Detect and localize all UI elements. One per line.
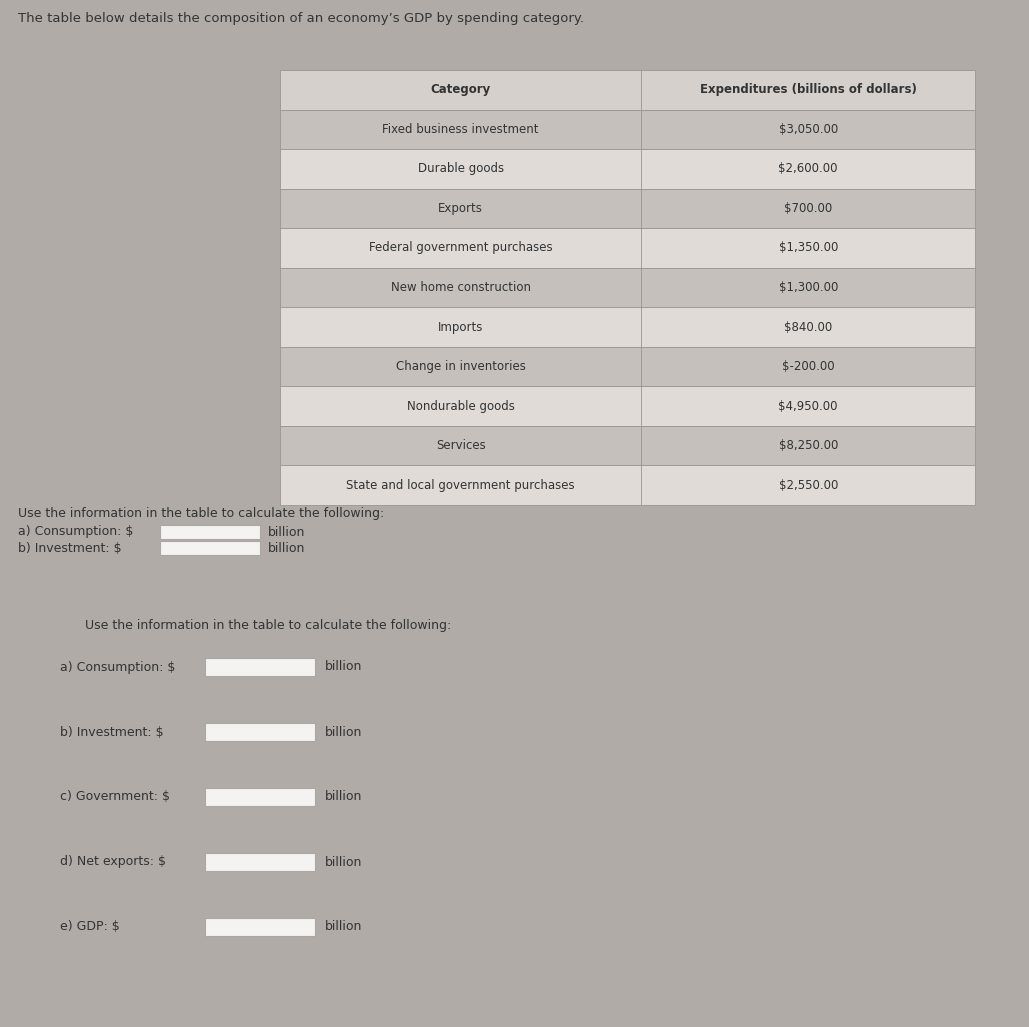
- Bar: [280, 268, 975, 307]
- Text: d) Net exports: $: d) Net exports: $: [60, 855, 166, 869]
- Bar: [205, 788, 315, 806]
- Text: billion: billion: [325, 855, 362, 869]
- Text: $2,550.00: $2,550.00: [779, 479, 838, 492]
- Text: $1,350.00: $1,350.00: [779, 241, 838, 255]
- Text: billion: billion: [268, 526, 306, 538]
- Text: Federal government purchases: Federal government purchases: [368, 241, 553, 255]
- Text: Use the information in the table to calculate the following:: Use the information in the table to calc…: [17, 507, 384, 521]
- Bar: [280, 307, 975, 347]
- Bar: [280, 110, 975, 149]
- Text: b) Investment: $: b) Investment: $: [17, 541, 121, 555]
- Text: Imports: Imports: [438, 320, 484, 334]
- Text: a) Consumption: $: a) Consumption: $: [60, 660, 175, 674]
- Bar: [280, 228, 975, 268]
- Text: b) Investment: $: b) Investment: $: [60, 725, 164, 738]
- Bar: [205, 918, 315, 936]
- Text: State and local government purchases: State and local government purchases: [347, 479, 575, 492]
- Text: Expenditures (billions of dollars): Expenditures (billions of dollars): [700, 83, 917, 97]
- Text: The table below details the composition of an economy’s GDP by spending category: The table below details the composition …: [17, 12, 584, 25]
- Bar: [159, 541, 260, 555]
- Bar: [280, 347, 975, 386]
- Text: Fixed business investment: Fixed business investment: [383, 123, 539, 136]
- Text: Nondurable goods: Nondurable goods: [406, 400, 514, 413]
- Bar: [280, 189, 975, 228]
- Text: $3,050.00: $3,050.00: [779, 123, 838, 136]
- Bar: [159, 525, 260, 539]
- Text: Durable goods: Durable goods: [418, 162, 504, 176]
- Bar: [205, 723, 315, 741]
- Bar: [280, 465, 975, 505]
- Bar: [280, 386, 975, 426]
- Text: billion: billion: [325, 660, 362, 674]
- Text: c) Government: $: c) Government: $: [60, 791, 170, 803]
- Text: $700.00: $700.00: [784, 202, 832, 215]
- Text: $840.00: $840.00: [784, 320, 832, 334]
- Bar: [205, 853, 315, 871]
- Text: New home construction: New home construction: [391, 281, 531, 294]
- Text: Change in inventories: Change in inventories: [396, 360, 526, 373]
- Text: billion: billion: [325, 920, 362, 934]
- Bar: [205, 658, 315, 676]
- Text: $1,300.00: $1,300.00: [779, 281, 838, 294]
- Text: billion: billion: [268, 541, 306, 555]
- Bar: [280, 149, 975, 189]
- Text: $-200.00: $-200.00: [782, 360, 835, 373]
- Text: Category: Category: [430, 83, 491, 97]
- Text: $4,950.00: $4,950.00: [779, 400, 838, 413]
- Text: Exports: Exports: [438, 202, 484, 215]
- Text: billion: billion: [325, 791, 362, 803]
- Bar: [280, 426, 975, 465]
- Text: $2,600.00: $2,600.00: [779, 162, 838, 176]
- Text: $8,250.00: $8,250.00: [779, 440, 838, 452]
- Text: Services: Services: [436, 440, 486, 452]
- Bar: [280, 70, 975, 110]
- Text: billion: billion: [325, 725, 362, 738]
- Text: Use the information in the table to calculate the following:: Use the information in the table to calc…: [85, 619, 452, 632]
- Text: e) GDP: $: e) GDP: $: [60, 920, 119, 934]
- Text: a) Consumption: $: a) Consumption: $: [17, 526, 134, 538]
